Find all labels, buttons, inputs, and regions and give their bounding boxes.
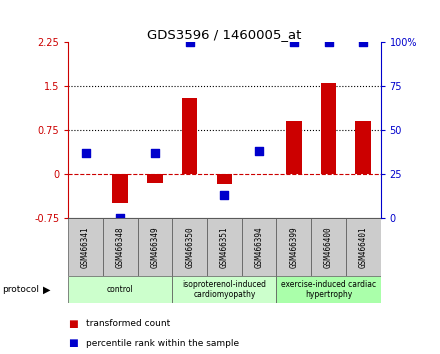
Point <box>290 40 297 45</box>
Bar <box>321 84 336 174</box>
Point <box>325 40 332 45</box>
Bar <box>346 218 381 276</box>
Bar <box>182 98 198 174</box>
Title: GDS3596 / 1460005_at: GDS3596 / 1460005_at <box>147 28 301 41</box>
Bar <box>68 218 103 276</box>
Bar <box>276 276 381 303</box>
Bar <box>356 121 371 174</box>
Point <box>221 192 228 198</box>
Point <box>256 148 263 154</box>
Text: transformed count: transformed count <box>86 319 170 329</box>
Bar <box>207 218 242 276</box>
Text: GSM466348: GSM466348 <box>116 226 125 268</box>
Bar <box>172 218 207 276</box>
Text: isoproterenol-induced
cardiomyopathy: isoproterenol-induced cardiomyopathy <box>183 280 266 299</box>
Text: GSM466351: GSM466351 <box>220 226 229 268</box>
Text: exercise-induced cardiac
hypertrophy: exercise-induced cardiac hypertrophy <box>281 280 376 299</box>
Text: control: control <box>107 285 134 294</box>
Bar <box>311 218 346 276</box>
Text: GSM466349: GSM466349 <box>150 226 159 268</box>
Bar <box>113 174 128 203</box>
Bar <box>276 218 311 276</box>
Text: GSM466394: GSM466394 <box>255 226 264 268</box>
Text: GSM466399: GSM466399 <box>290 226 298 268</box>
Point <box>151 150 158 156</box>
Text: GSM466401: GSM466401 <box>359 226 368 268</box>
Bar <box>172 276 276 303</box>
Point <box>360 40 367 45</box>
Text: percentile rank within the sample: percentile rank within the sample <box>86 339 239 348</box>
Bar <box>138 218 172 276</box>
Bar <box>147 174 163 183</box>
Text: protocol: protocol <box>2 285 39 294</box>
Text: GSM466350: GSM466350 <box>185 226 194 268</box>
Bar <box>286 121 302 174</box>
Bar <box>103 218 138 276</box>
Text: GSM466341: GSM466341 <box>81 226 90 268</box>
Text: ■: ■ <box>68 319 78 329</box>
Bar <box>216 174 232 184</box>
Point <box>117 215 124 221</box>
Text: ■: ■ <box>68 338 78 348</box>
Bar <box>68 276 172 303</box>
Bar <box>242 218 276 276</box>
Text: GSM466400: GSM466400 <box>324 226 333 268</box>
Point <box>186 40 193 45</box>
Text: ▶: ▶ <box>43 284 51 295</box>
Point <box>82 150 89 156</box>
